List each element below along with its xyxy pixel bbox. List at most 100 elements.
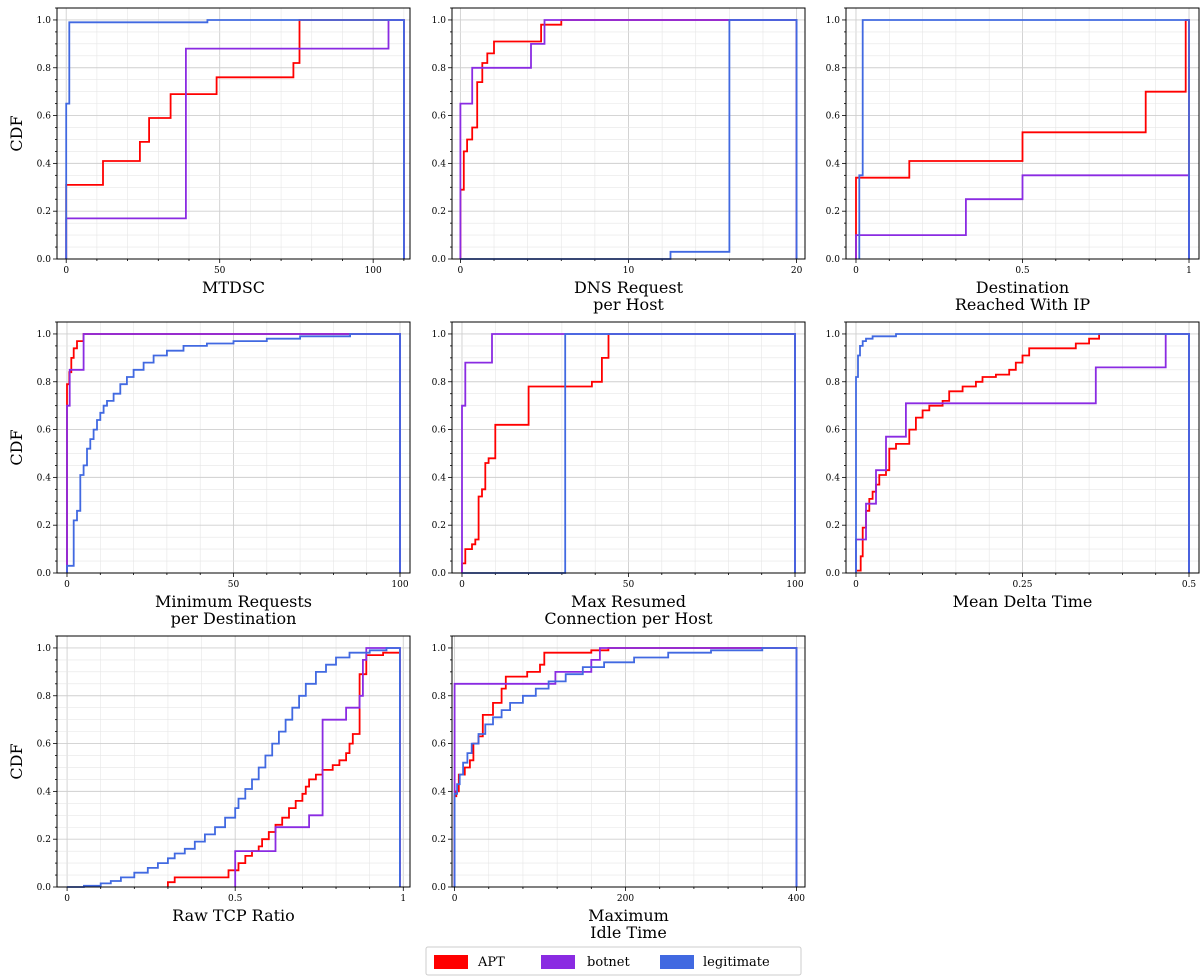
legend-swatch-botnet xyxy=(541,955,575,969)
series-line-botnet xyxy=(234,647,401,887)
tick-label-y: 0.2 xyxy=(826,521,840,531)
x-axis-label: Mean Delta Time xyxy=(953,592,1093,611)
tick-label-x: 100 xyxy=(786,580,803,590)
series-line-botnet xyxy=(459,19,798,259)
series-line-legitimate xyxy=(65,19,405,259)
tick-label-y: 0.4 xyxy=(826,159,841,169)
tick-label-x: 1 xyxy=(400,894,406,904)
tick-label-y: 1.0 xyxy=(37,16,52,26)
legend-swatch-legitimate xyxy=(660,955,694,969)
tick-label-x: 0.5 xyxy=(1015,266,1030,276)
tick-label-y: 0.0 xyxy=(432,883,447,893)
tick-label-y: 1.0 xyxy=(432,16,447,26)
series-line-apt xyxy=(459,19,798,259)
tick-label-y: 0.8 xyxy=(432,64,447,74)
tick-label-x: 0 xyxy=(853,580,859,590)
tick-label-x: 0 xyxy=(853,266,859,276)
series-line-legitimate xyxy=(855,333,1190,573)
tick-label-y: 0.0 xyxy=(432,569,447,579)
series-line-apt xyxy=(461,333,796,573)
plot-frame xyxy=(56,7,411,260)
series-line-legitimate xyxy=(67,647,401,888)
series-line-legitimate xyxy=(453,647,798,887)
plot-frame xyxy=(56,635,411,888)
tick-label-y: 1.0 xyxy=(826,330,841,340)
tick-label-x: 100 xyxy=(365,266,382,276)
tick-label-y: 0.8 xyxy=(37,64,52,74)
tick-label-y: 0.2 xyxy=(37,521,51,531)
tick-label-y: 0.6 xyxy=(826,112,841,122)
tick-label-y: 0.8 xyxy=(826,378,841,388)
tick-label-y: 0.0 xyxy=(826,255,841,265)
series-line-botnet xyxy=(453,647,798,887)
tick-label-x: 0 xyxy=(452,894,458,904)
tick-label-y: 0.4 xyxy=(432,787,447,797)
legend-label-apt: APT xyxy=(477,955,505,970)
tick-label-y: 0.8 xyxy=(432,378,447,388)
plot-frame xyxy=(451,635,806,888)
tick-label-y: 0.8 xyxy=(826,64,841,74)
tick-label-y: 0.4 xyxy=(37,159,52,169)
tick-label-x: 50 xyxy=(623,580,635,590)
tick-label-x: 100 xyxy=(391,580,408,590)
y-axis-label: CDF xyxy=(7,743,26,779)
tick-label-x: 0.5 xyxy=(1182,580,1197,590)
series-line-botnet xyxy=(855,174,1190,259)
panel-6: 0 0.5 1 0.0 0.2 0.4 0.6 0.8 1.0 Raw TCP Ratio CDF xyxy=(7,635,411,925)
tick-label-y: 1.0 xyxy=(37,330,52,340)
tick-label-x: 10 xyxy=(623,266,635,276)
tick-label-x: 50 xyxy=(214,266,226,276)
tick-label-x: 0 xyxy=(459,580,465,590)
series-line-botnet xyxy=(66,333,401,573)
tick-label-y: 0.0 xyxy=(432,255,447,265)
tick-label-x: 20 xyxy=(791,266,803,276)
x-axis-label: Max Resumed xyxy=(571,592,686,611)
tick-label-y: 0.8 xyxy=(37,378,52,388)
series-line-apt xyxy=(167,648,401,887)
legend-label-legitimate: legitimate xyxy=(703,955,770,970)
x-axis-label: Maximum xyxy=(588,906,669,925)
tick-label-x: 0 xyxy=(458,266,464,276)
tick-label-y: 0.0 xyxy=(37,255,52,265)
tick-label-y: 0.4 xyxy=(37,473,52,483)
x-axis-label: MTDSC xyxy=(202,278,265,297)
plot-frame xyxy=(845,321,1200,574)
tick-label-y: 0.4 xyxy=(826,473,841,483)
tick-label-y: 0.0 xyxy=(37,569,52,579)
tick-label-y: 0.6 xyxy=(37,112,52,122)
tick-label-y: 0.4 xyxy=(37,787,52,797)
tick-label-x: 200 xyxy=(617,894,634,904)
x-axis-label: Minimum Requests xyxy=(155,592,312,611)
tick-label-y: 0.2 xyxy=(37,207,51,217)
tick-label-x: 0.5 xyxy=(228,894,243,904)
legend-frame xyxy=(425,946,802,976)
x-axis-label: Idle Time xyxy=(590,923,667,942)
x-axis-label: Raw TCP Ratio xyxy=(172,906,295,925)
plot-frame xyxy=(56,321,411,574)
tick-label-y: 0.6 xyxy=(37,740,52,750)
tick-label-y: 0.2 xyxy=(432,207,446,217)
x-axis-label: per Destination xyxy=(171,609,297,628)
tick-label-y: 0.6 xyxy=(432,740,447,750)
panel-5: 0 0.25 0.5 0.0 0.2 0.4 0.6 0.8 1.0 Mean Delta Tim… xyxy=(826,321,1200,611)
panel-4: 0 50 100 0.0 0.2 0.4 0.6 0.8 1.0 Max ResumedConne… xyxy=(432,321,806,628)
series-line-botnet xyxy=(855,333,1190,573)
plot-frame xyxy=(845,7,1200,260)
panel-3: 0 50 100 0.0 0.2 0.4 0.6 0.8 1.0 Minimum Requests… xyxy=(7,321,411,628)
panel-0: 0 50 100 0.0 0.2 0.4 0.6 0.8 1.0 MTDSC CDF xyxy=(7,7,411,297)
tick-label-x: 50 xyxy=(228,580,240,590)
x-axis-label: Destination xyxy=(976,278,1069,297)
tick-label-y: 0.4 xyxy=(432,159,447,169)
tick-label-x: 1 xyxy=(1186,266,1192,276)
tick-label-y: 0.8 xyxy=(37,692,52,702)
legend-swatch-apt xyxy=(434,955,468,969)
y-axis-label: CDF xyxy=(7,429,26,465)
tick-label-y: 1.0 xyxy=(826,16,841,26)
tick-label-y: 0.2 xyxy=(37,835,51,845)
plot-frame xyxy=(451,321,806,574)
x-axis-label: Connection per Host xyxy=(544,609,713,628)
y-axis-label: CDF xyxy=(7,115,26,151)
